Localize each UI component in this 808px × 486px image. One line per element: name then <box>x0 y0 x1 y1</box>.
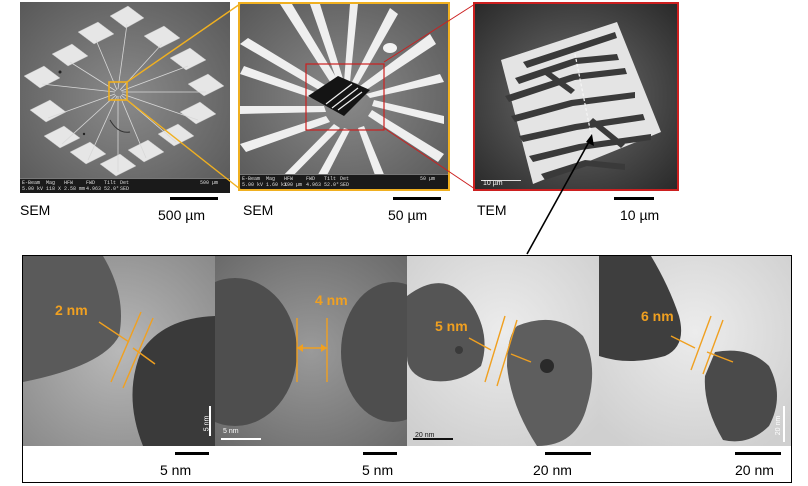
inset-scale-4: 20 nm <box>775 415 783 436</box>
caption-tem: TEM <box>477 202 507 218</box>
inset-scale-3: 20 nm <box>415 432 435 439</box>
gap-label-3: 5 nm <box>435 318 468 334</box>
sem-low-mag-micrograph <box>20 2 230 193</box>
scalebar-hr-4 <box>735 452 781 455</box>
scalebar-sem-1 <box>170 197 218 200</box>
sem-low-mag-image: E-Beam Mag HFW FWD Tilt Det 5.00 kV 118 … <box>20 2 230 193</box>
scale-label-sem-2: 50 µm <box>388 207 428 223</box>
gap-label-1: 2 nm <box>55 302 88 318</box>
scalebar-hr-2 <box>363 452 397 455</box>
scale-label-tem: 10 µm <box>620 207 660 223</box>
scale-label-sem-1: 500 µm <box>158 207 205 223</box>
inset-scale-1: 5 nm <box>203 415 211 432</box>
scalebar-hr-3 <box>545 452 591 455</box>
scalebar-hr-1 <box>175 452 209 455</box>
zoom-box-2 <box>305 63 385 131</box>
scalebar-sem-2 <box>393 197 441 200</box>
caption-sem-1: SEM <box>20 202 51 218</box>
tem-inset-scale: 10 µm <box>483 180 503 187</box>
tem-overview-image: 10 µm <box>473 2 679 191</box>
hrtem-gap-2nm-image: 2 nm 5 nm <box>23 256 215 446</box>
scale-label-hr-1: 5 nm <box>160 462 192 478</box>
sem-low-mag-infobar: E-Beam Mag HFW FWD Tilt Det 5.00 kV 118 … <box>20 178 230 193</box>
scalebar-tem <box>614 197 654 200</box>
hrtem-gap-2nm-micrograph <box>23 256 215 446</box>
gap-label-4: 6 nm <box>641 308 674 324</box>
zoom-box-1 <box>108 81 128 101</box>
hrtem-gap-5nm-micrograph <box>407 256 599 446</box>
hrtem-gap-4nm-micrograph <box>215 256 407 446</box>
hrtem-gap-4nm-image: 4 nm 5 nm <box>215 256 407 446</box>
hrtem-gap-5nm-image: 5 nm 20 nm <box>407 256 599 446</box>
hrtem-figure-frame <box>22 255 792 483</box>
scale-label-hr-4: 20 nm <box>735 462 774 478</box>
caption-sem-2: SEM <box>243 202 274 218</box>
scale-label-hr-3: 20 nm <box>533 462 572 478</box>
sem-high-mag-image: E-Beam Mag HFW FWD Tilt Det 5.00 kV 1.60… <box>238 2 450 191</box>
inset-scale-2: 5 nm <box>223 428 239 435</box>
scale-label-hr-2: 5 nm <box>362 462 394 478</box>
tem-overview-micrograph <box>475 4 677 189</box>
sem-high-mag-infobar: E-Beam Mag HFW FWD Tilt Det 5.00 kV 1.60… <box>240 174 448 189</box>
hrtem-gap-6nm-micrograph <box>599 256 791 446</box>
gap-label-2: 4 nm <box>315 292 348 308</box>
hrtem-gap-6nm-image: 6 nm 20 nm <box>599 256 791 446</box>
sem-high-mag-micrograph <box>240 4 448 189</box>
